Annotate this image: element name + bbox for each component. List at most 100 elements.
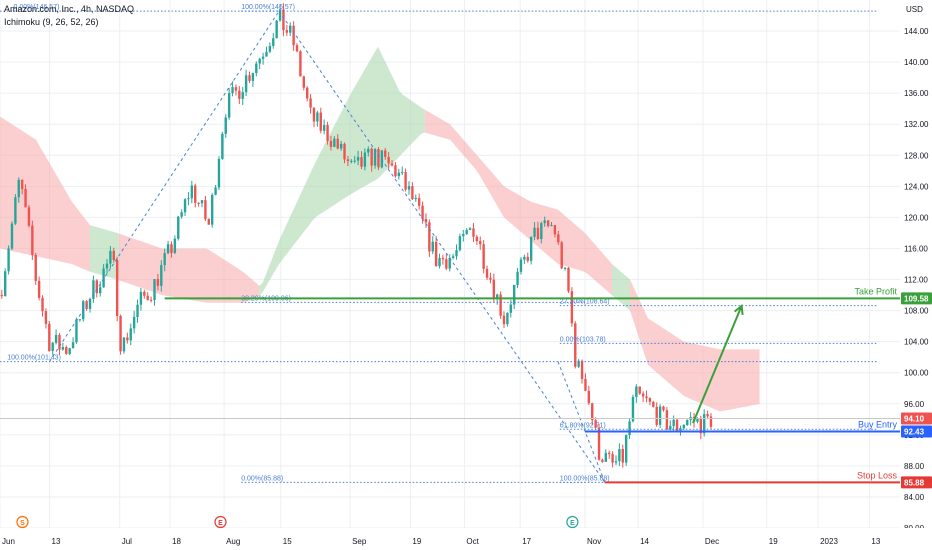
buy-entry-tag: [901, 425, 932, 438]
cloud-bullish: [612, 264, 630, 311]
candle-body: [641, 393, 645, 397]
x-tick-label: 15: [283, 537, 292, 546]
cloud-bearish: [424, 109, 612, 296]
candle-body: [58, 334, 61, 350]
x-tick-label: 19: [412, 537, 421, 546]
candle-body: [567, 267, 570, 292]
stop-loss-tag: [901, 476, 932, 489]
earnings-icon-glyph: E: [218, 520, 223, 527]
candle-body: [227, 93, 231, 118]
candle-body: [268, 45, 272, 52]
y-tick-label: 112.00: [904, 276, 928, 285]
split-icon: S: [16, 515, 29, 529]
candle-body: [465, 229, 468, 235]
candle-body: [655, 406, 658, 425]
candle-body: [621, 449, 624, 463]
candle-body: [560, 242, 563, 269]
candle-body: [78, 319, 82, 321]
candle-body: [485, 268, 489, 278]
candle-body: [356, 157, 360, 161]
candle-body: [285, 30, 289, 33]
candle-body: [231, 87, 234, 94]
candle-body: [105, 263, 109, 269]
candle-body: [20, 179, 24, 190]
candle-body: [526, 256, 529, 261]
candle-body: [339, 143, 343, 149]
candle-body: [380, 150, 384, 168]
candle-body: [472, 228, 475, 237]
candle-body: [160, 265, 163, 286]
candle-body: [0, 295, 4, 297]
candle-body: [455, 250, 458, 257]
x-tick-label: Jun: [2, 537, 15, 546]
candle-body: [394, 165, 397, 177]
candle-body: [261, 56, 265, 59]
cloud-bearish: [630, 279, 760, 412]
take-profit-tag: [901, 292, 932, 305]
candle-body: [669, 425, 672, 430]
candle-body: [170, 244, 173, 253]
candle-body: [197, 202, 200, 204]
x-tick-label: 13: [52, 537, 61, 546]
candle-body: [631, 396, 635, 422]
split-icon-ring: [16, 515, 29, 529]
candle-body: [496, 294, 499, 300]
candle-body: [529, 236, 533, 261]
candle-body: [214, 187, 217, 195]
candle-body: [540, 223, 543, 239]
candle-body: [580, 360, 584, 379]
candle-body: [414, 197, 417, 200]
x-tick-label: Jul: [122, 537, 132, 546]
candle-body: [577, 360, 580, 367]
target-arrow-head: [733, 304, 744, 316]
candle-body: [183, 199, 187, 213]
candle-body: [665, 410, 669, 430]
candle-body: [448, 258, 451, 269]
x-tick-label: Oct: [466, 537, 479, 546]
candle-body: [574, 323, 577, 367]
candle-body: [492, 279, 496, 300]
time-axis-bg: [0, 528, 932, 550]
candle-body: [61, 347, 65, 350]
indicator-label[interactable]: Ichimoku (9, 26, 52, 26): [4, 17, 99, 27]
fib-level-label: 0.00%(146.57): [14, 4, 60, 11]
candle-body: [99, 287, 102, 294]
candle-body: [445, 259, 448, 269]
candle-body: [533, 227, 536, 237]
candle-body: [468, 228, 472, 230]
y-tick-label: 124.00: [904, 182, 929, 191]
target-arrow-line: [692, 305, 743, 424]
candle-body: [326, 125, 329, 141]
fib-trend-line: [49, 10, 280, 362]
fib-level-label: 27.20%(108.64): [560, 299, 610, 306]
candle-body: [441, 258, 445, 260]
candle-body: [248, 75, 251, 81]
candle-body: [190, 185, 194, 199]
candle-body: [594, 420, 597, 428]
y-tick-label: 144.00: [904, 27, 929, 36]
candle-body: [41, 297, 44, 312]
candle-body: [611, 454, 614, 463]
candle-body: [390, 163, 394, 166]
candle-body: [686, 419, 689, 426]
candle-body: [512, 284, 516, 305]
candle-body: [31, 225, 34, 255]
candle-body: [132, 316, 136, 329]
candle-body: [434, 241, 438, 267]
candle-body: [479, 241, 482, 245]
cloud-bullish: [259, 46, 425, 296]
x-tick-label: 18: [172, 537, 181, 546]
candle-body: [482, 244, 485, 269]
candle-body: [95, 280, 99, 294]
candle-body: [54, 334, 58, 343]
candle-body: [709, 416, 713, 427]
candle-body: [112, 250, 115, 260]
candle-body: [316, 112, 319, 122]
candle-body: [424, 218, 428, 223]
candle-body: [71, 342, 75, 349]
stop-loss-label: Stop Loss: [857, 470, 898, 480]
y-tick-label: 84.00: [904, 493, 925, 502]
candle-body: [519, 259, 523, 272]
